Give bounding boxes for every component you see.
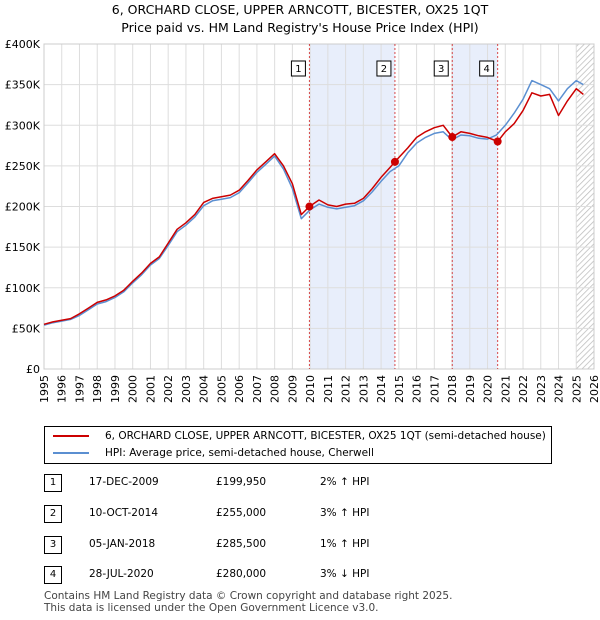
transaction-price: £285,500 bbox=[216, 538, 267, 550]
legend-label-hpi: HPI: Average price, semi-detached house,… bbox=[105, 447, 374, 459]
marker-label: 3 bbox=[438, 64, 444, 75]
x-tick-label: 2023 bbox=[535, 375, 548, 403]
x-tick-label: 2014 bbox=[375, 375, 388, 403]
x-tick-label: 2007 bbox=[251, 375, 264, 403]
y-tick-label: £300K bbox=[5, 119, 41, 132]
x-tick-label: 2006 bbox=[233, 375, 246, 403]
x-tick-label: 2015 bbox=[393, 375, 406, 403]
transaction-hpi-delta: 2% ↑ HPI bbox=[320, 476, 370, 488]
sale-point bbox=[448, 133, 457, 142]
y-tick-label: £100K bbox=[5, 282, 41, 295]
transaction-price: £255,000 bbox=[216, 507, 267, 519]
x-tick-label: 2005 bbox=[215, 375, 228, 403]
x-tick-label: 2008 bbox=[269, 375, 282, 403]
x-tick-label: 2010 bbox=[304, 375, 317, 403]
legend-swatch-property bbox=[53, 435, 89, 437]
sale-point bbox=[305, 202, 314, 211]
x-tick-label: 2019 bbox=[464, 375, 477, 403]
price-chart: £0 £50K £100K £150K £200K £250K £300K £350K £400… bbox=[5, 38, 600, 403]
chart-subtitle: Price paid vs. HM Land Registry's House … bbox=[121, 20, 479, 35]
x-tick-label: 2011 bbox=[322, 375, 335, 403]
x-tick-label: 2021 bbox=[499, 375, 512, 403]
transaction-number: 3 bbox=[44, 536, 62, 554]
hpi-line bbox=[43, 79, 584, 326]
x-tick-label: 2000 bbox=[127, 375, 140, 403]
x-tick-label: 2017 bbox=[428, 375, 441, 403]
x-tick-label: 2013 bbox=[357, 375, 370, 403]
x-tick-label: 1999 bbox=[109, 375, 122, 403]
x-tick-label: 2004 bbox=[198, 375, 211, 403]
x-tick-label: 2002 bbox=[162, 375, 175, 403]
y-tick-label: £200K bbox=[5, 201, 41, 214]
x-tick-label: 2003 bbox=[180, 375, 193, 403]
transaction-hpi-delta: 3% ↓ HPI bbox=[320, 568, 370, 580]
marker-label: 4 bbox=[483, 64, 489, 75]
transaction-date: 17-DEC-2009 bbox=[89, 476, 159, 488]
legend-swatch-hpi bbox=[53, 452, 89, 454]
x-tick-label: 2018 bbox=[446, 375, 459, 403]
legend-label-property: 6, ORCHARD CLOSE, UPPER ARNCOTT, BICESTE… bbox=[105, 430, 546, 442]
legend-item-hpi: HPI: Average price, semi-detached house,… bbox=[53, 445, 374, 461]
sale-point bbox=[493, 137, 502, 146]
y-tick-label: £50K bbox=[12, 322, 41, 335]
transaction-price: £199,950 bbox=[216, 476, 267, 488]
transaction-hpi-delta: 1% ↑ HPI bbox=[320, 538, 370, 550]
x-tick-label: 2025 bbox=[570, 375, 583, 403]
plot-border bbox=[43, 43, 595, 370]
x-tick-label: 1996 bbox=[56, 375, 69, 403]
x-tick-label: 2009 bbox=[286, 375, 299, 403]
marker-box bbox=[290, 60, 306, 77]
chart-title: 6, ORCHARD CLOSE, UPPER ARNCOTT, BICESTE… bbox=[111, 2, 489, 17]
marker-label: 1 bbox=[295, 64, 301, 75]
x-tick-label: 2022 bbox=[517, 375, 530, 403]
transaction-number: 2 bbox=[44, 505, 62, 523]
x-tick-label: 2026 bbox=[588, 375, 600, 403]
y-tick-label: £250K bbox=[5, 160, 41, 173]
legend: 6, ORCHARD CLOSE, UPPER ARNCOTT, BICESTE… bbox=[44, 426, 552, 464]
x-tick-label: 2001 bbox=[144, 375, 157, 403]
transaction-price: £280,000 bbox=[216, 568, 267, 580]
transaction-number: 1 bbox=[44, 474, 62, 492]
x-tick-label: 2020 bbox=[482, 375, 495, 403]
sale-point bbox=[390, 157, 399, 166]
x-tick-label: 1997 bbox=[73, 375, 86, 403]
y-tick-label: £150K bbox=[5, 241, 41, 254]
y-tick-label: £400K bbox=[5, 38, 41, 51]
x-tick-label: 1998 bbox=[91, 375, 104, 403]
transaction-date: 10-OCT-2014 bbox=[89, 507, 158, 519]
marker-box bbox=[433, 60, 449, 77]
transaction-hpi-delta: 3% ↑ HPI bbox=[320, 507, 370, 519]
transaction-number: 4 bbox=[44, 566, 62, 584]
x-tick-label: 1995 bbox=[38, 375, 51, 403]
legend-item-property: 6, ORCHARD CLOSE, UPPER ARNCOTT, BICESTE… bbox=[53, 428, 546, 444]
marker-box bbox=[376, 60, 392, 77]
y-tick-label: £350K bbox=[5, 79, 41, 92]
footer-license: This data is licensed under the Open Gov… bbox=[44, 602, 379, 614]
marker-box bbox=[479, 60, 495, 77]
footer-copyright: Contains HM Land Registry data © Crown c… bbox=[44, 590, 453, 602]
transaction-date: 05-JAN-2018 bbox=[89, 538, 156, 550]
x-tick-label: 2012 bbox=[340, 375, 353, 403]
marker-label: 2 bbox=[381, 64, 387, 75]
y-tick-label: £0 bbox=[26, 363, 40, 376]
transaction-date: 28-JUL-2020 bbox=[89, 568, 154, 580]
x-tick-label: 2016 bbox=[411, 375, 424, 403]
x-tick-label: 2024 bbox=[553, 375, 566, 403]
